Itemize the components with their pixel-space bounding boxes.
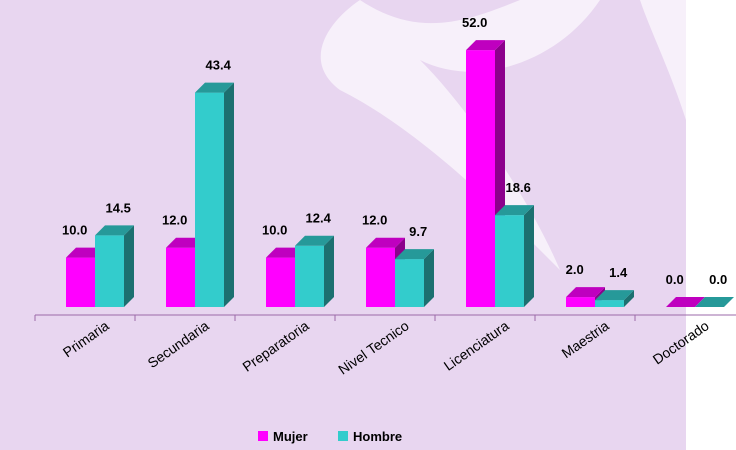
bar (566, 297, 595, 307)
bar (166, 248, 195, 307)
page: {"chart_data": {"type": "bar3d", "catego… (0, 0, 736, 450)
bar (595, 300, 624, 307)
legend-swatch (338, 431, 348, 441)
bar (266, 258, 295, 307)
bar-side (424, 249, 434, 307)
bar (195, 93, 224, 307)
bar (366, 248, 395, 307)
value-label: 0.0 (666, 272, 684, 287)
value-label: 18.6 (506, 180, 531, 195)
legend-label: Mujer (273, 429, 308, 444)
legend-label: Hombre (353, 429, 402, 444)
bar (466, 50, 495, 307)
value-label: 0.0 (709, 272, 727, 287)
value-label: 9.7 (409, 224, 427, 239)
value-label: 12.0 (162, 213, 187, 228)
value-label: 2.0 (566, 262, 584, 277)
value-label: 12.4 (306, 211, 332, 226)
bar (95, 235, 124, 307)
value-label: 10.0 (62, 223, 87, 238)
value-label: 52.0 (462, 15, 487, 30)
bar-side (324, 236, 334, 307)
value-label: 43.4 (206, 58, 232, 73)
value-label: 1.4 (609, 265, 628, 280)
chart: 10.014.5Primaria12.043.4Secundaria10.012… (0, 0, 736, 450)
value-label: 14.5 (106, 200, 131, 215)
legend-swatch (258, 431, 268, 441)
value-label: 10.0 (262, 223, 287, 238)
bar (495, 215, 524, 307)
bar (66, 258, 95, 307)
value-label: 12.0 (362, 213, 387, 228)
bar (295, 246, 324, 307)
bar-side (224, 83, 234, 307)
bar-side (124, 225, 134, 307)
bar (395, 259, 424, 307)
bar-side (524, 205, 534, 307)
